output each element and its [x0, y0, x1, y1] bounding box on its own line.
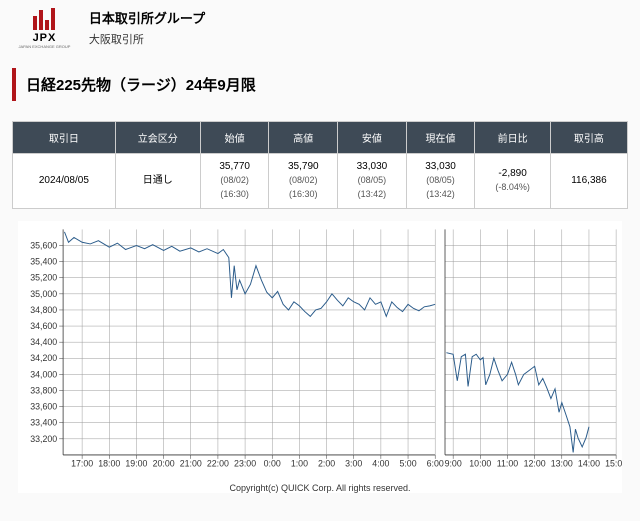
svg-text:34,800: 34,800	[30, 305, 57, 315]
svg-text:33,200: 33,200	[30, 434, 57, 444]
svg-text:34,600: 34,600	[30, 321, 57, 331]
table-header: 安値	[338, 122, 406, 153]
svg-text:33,600: 33,600	[30, 402, 57, 412]
svg-text:35,000: 35,000	[30, 289, 57, 299]
svg-text:15:00: 15:00	[605, 459, 622, 469]
page-title: 日経225先物（ラージ）24年9月限	[26, 74, 618, 95]
svg-text:35,600: 35,600	[30, 240, 57, 250]
org-main: 日本取引所グループ	[89, 8, 205, 27]
svg-text:2:00: 2:00	[318, 459, 335, 469]
svg-text:34,400: 34,400	[30, 337, 57, 347]
svg-text:0:00: 0:00	[264, 459, 281, 469]
table-cell: 2024/08/05	[13, 154, 115, 208]
table-cell: 35,770(08/02)(16:30)	[201, 154, 269, 208]
table-header: 現在値	[407, 122, 475, 153]
table-header: 始値	[201, 122, 269, 153]
copyright: Copyright(c) QUICK Corp. All rights rese…	[18, 483, 622, 493]
header: JPX JAPAN EXCHANGE GROUP 日本取引所グループ 大阪取引所	[12, 8, 628, 50]
svg-text:5:00: 5:00	[399, 459, 416, 469]
svg-text:10:00: 10:00	[469, 459, 491, 469]
svg-text:14:00: 14:00	[578, 459, 600, 469]
table-header: 高値	[269, 122, 337, 153]
table-cell: 日通し	[116, 154, 200, 208]
table-header: 取引高	[551, 122, 627, 153]
table-header: 前日比	[475, 122, 550, 153]
svg-text:18:00: 18:00	[98, 459, 120, 469]
svg-text:12:00: 12:00	[524, 459, 546, 469]
svg-text:3:00: 3:00	[345, 459, 362, 469]
logo-tagline: JAPAN EXCHANGE GROUP	[18, 45, 70, 50]
table-header: 立会区分	[116, 122, 200, 153]
svg-text:20:00: 20:00	[153, 459, 175, 469]
logo-abbr: JPX	[33, 32, 57, 44]
svg-text:17:00: 17:00	[71, 459, 93, 469]
svg-text:35,200: 35,200	[30, 273, 57, 283]
svg-text:35,400: 35,400	[30, 257, 57, 267]
svg-text:34,200: 34,200	[30, 353, 57, 363]
svg-text:11:00: 11:00	[497, 459, 518, 469]
page-title-bar: 日経225先物（ラージ）24年9月限	[12, 68, 628, 101]
price-table: 取引日立会区分始値高値安値現在値前日比取引高 2024/08/05日通し35,7…	[12, 121, 628, 209]
page-root: JPX JAPAN EXCHANGE GROUP 日本取引所グループ 大阪取引所…	[0, 0, 640, 501]
table-cell: 116,386	[551, 154, 627, 208]
table-cell: 33,030(08/05)(13:42)	[338, 154, 406, 208]
table-cell: -2,890(-8.04%)	[475, 154, 550, 208]
table-cell: 33,030(08/05)(13:42)	[407, 154, 475, 208]
price-chart: 33,200 33,400 33,600 33,800 34,000 34,200 34,4…	[18, 221, 622, 493]
table-header: 取引日	[13, 122, 115, 153]
table-cell: 35,790(08/02)(16:30)	[269, 154, 337, 208]
svg-text:19:00: 19:00	[125, 459, 147, 469]
jpx-logo: JPX JAPAN EXCHANGE GROUP	[12, 8, 77, 50]
svg-text:1:00: 1:00	[291, 459, 308, 469]
chart-svg: 33,200 33,400 33,600 33,800 34,000 34,200 34,4…	[18, 221, 622, 481]
svg-text:33,400: 33,400	[30, 418, 57, 428]
org-sub: 大阪取引所	[89, 31, 205, 47]
svg-text:33,800: 33,800	[30, 385, 57, 395]
svg-text:34,000: 34,000	[30, 369, 57, 379]
svg-text:4:00: 4:00	[372, 459, 389, 469]
svg-text:6:00: 6:00	[427, 459, 444, 469]
svg-text:22:00: 22:00	[207, 459, 229, 469]
svg-text:23:00: 23:00	[234, 459, 256, 469]
org-names: 日本取引所グループ 大阪取引所	[89, 8, 205, 47]
svg-text:9:00: 9:00	[445, 459, 462, 469]
svg-text:13:00: 13:00	[551, 459, 573, 469]
svg-text:21:00: 21:00	[180, 459, 202, 469]
